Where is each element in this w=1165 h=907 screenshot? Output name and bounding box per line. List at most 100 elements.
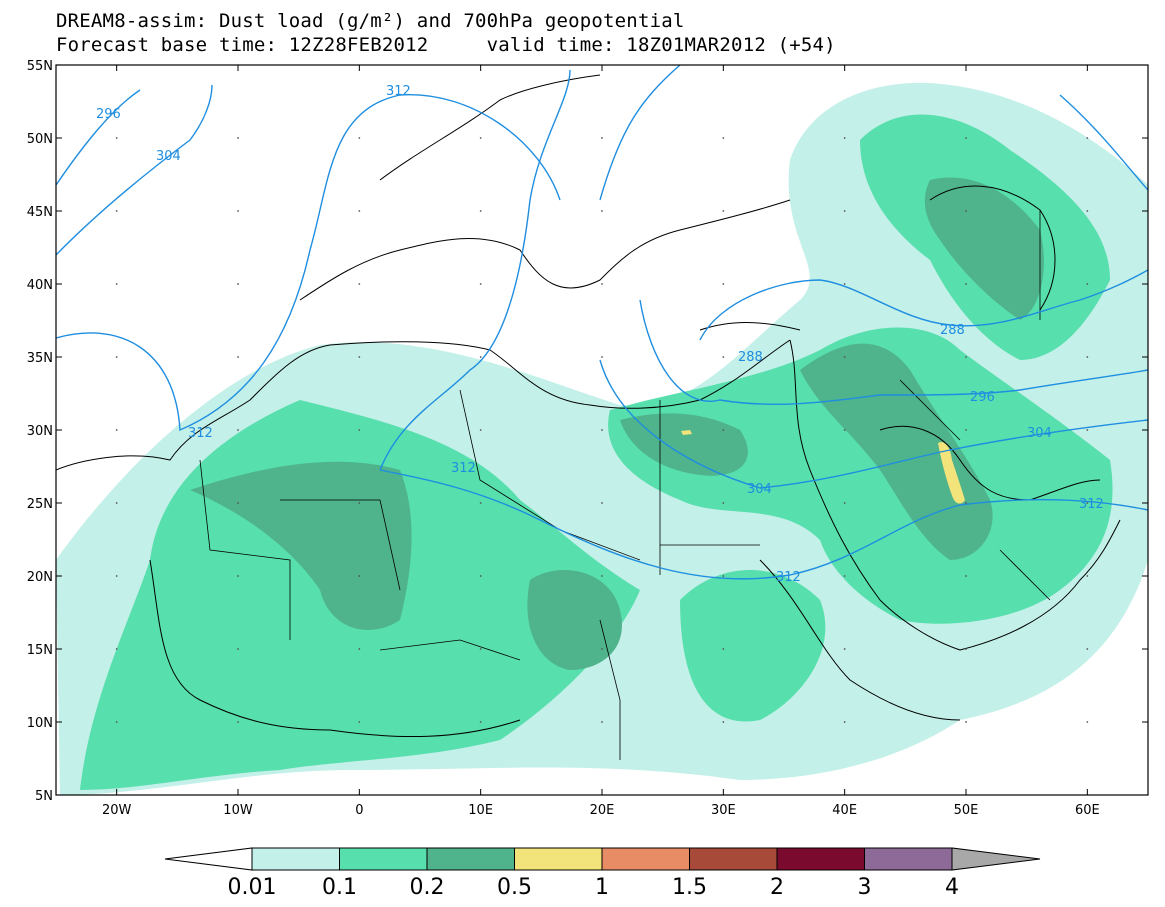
lon-label: 20E bbox=[590, 803, 615, 818]
grid-dot bbox=[115, 356, 118, 358]
colorbar-over-arrow bbox=[951, 847, 1041, 871]
colorbar-label: 0.2 bbox=[410, 875, 445, 900]
chart-subtitle: Forecast base time: 12Z28FEB2012 valid t… bbox=[56, 34, 836, 56]
grid-dot bbox=[479, 210, 482, 212]
lat-label: 50N bbox=[27, 132, 53, 147]
contour-296-east bbox=[639, 299, 1148, 405]
contour-label: 304 bbox=[156, 149, 181, 164]
grid-dot bbox=[965, 575, 967, 577]
contour-label: 312 bbox=[1079, 497, 1104, 512]
grid-dot bbox=[358, 648, 361, 650]
colorbar: 0.01 0.1 0.2 0.5 1 1.5 2 3 4 bbox=[164, 847, 1041, 900]
grid-dot bbox=[1086, 648, 1089, 650]
grid-dot bbox=[843, 429, 846, 431]
grid-dot bbox=[237, 721, 239, 723]
lat-label: 5N bbox=[35, 789, 53, 804]
geopotential-contours bbox=[56, 65, 1148, 580]
colorbar-swatch bbox=[339, 847, 428, 871]
lat-label: 10N bbox=[27, 716, 53, 731]
colorbar-label: 4 bbox=[945, 875, 959, 900]
dust-region-medium bbox=[80, 114, 1113, 791]
grid-dot bbox=[358, 137, 361, 139]
contour-label: 312 bbox=[188, 426, 213, 441]
grid-dot bbox=[843, 502, 846, 504]
grid-dot bbox=[843, 283, 846, 285]
grid-dot bbox=[479, 283, 482, 285]
contour-304-west bbox=[56, 84, 213, 256]
lat-label: 55N bbox=[27, 59, 53, 74]
contour-312-south bbox=[379, 469, 1148, 580]
grid-dot bbox=[722, 429, 725, 431]
grid-dot bbox=[479, 502, 482, 504]
grid-dot bbox=[237, 356, 239, 358]
contour-296-west bbox=[56, 89, 141, 186]
grid-dot bbox=[115, 721, 118, 723]
dust-fields bbox=[56, 74, 1148, 795]
coastlines bbox=[56, 74, 1121, 738]
grid-dot bbox=[843, 721, 846, 723]
grid-dot bbox=[601, 721, 603, 723]
grid-dot bbox=[965, 356, 967, 358]
grid-dot bbox=[358, 356, 361, 358]
colorbar-label: 3 bbox=[858, 875, 872, 900]
grid-dot bbox=[722, 356, 725, 358]
grid-dot bbox=[1086, 721, 1089, 723]
grid-dot bbox=[601, 210, 603, 212]
chart-title: DREAM8-assim: Dust load (g/m²) and 700hP… bbox=[56, 10, 685, 32]
lat-label: 45N bbox=[27, 205, 53, 220]
grid-dot bbox=[843, 648, 846, 650]
grid-dot bbox=[115, 429, 118, 431]
colorbar-swatch bbox=[776, 847, 865, 871]
grid-dot bbox=[1086, 575, 1089, 577]
dust-region-dark bbox=[190, 177, 1044, 670]
grid-dot bbox=[601, 283, 603, 285]
grid-dot bbox=[237, 575, 239, 577]
grid-dot bbox=[722, 502, 725, 504]
grid-dot bbox=[115, 502, 118, 504]
grid-dot bbox=[358, 502, 361, 504]
grid-dot bbox=[237, 283, 239, 285]
colorbar-swatch bbox=[689, 847, 778, 871]
grid-dot bbox=[965, 721, 967, 723]
contour-312-west bbox=[56, 94, 561, 432]
contour-288-east bbox=[699, 269, 1148, 341]
grid-dot bbox=[358, 283, 361, 285]
colorbar-label: 2 bbox=[770, 875, 784, 900]
contour-label: 312 bbox=[776, 570, 801, 585]
contour-312-central bbox=[379, 69, 571, 471]
grid-dot bbox=[1086, 210, 1089, 212]
contour-label: 312 bbox=[386, 84, 411, 99]
lon-label: 50E bbox=[954, 803, 979, 818]
lat-label: 20N bbox=[27, 570, 53, 585]
grid-dot bbox=[479, 356, 482, 358]
grid-dot bbox=[358, 721, 361, 723]
colorbar-under-arrow bbox=[164, 847, 253, 871]
contour-label: 296 bbox=[96, 107, 121, 122]
grid-dot bbox=[601, 575, 603, 577]
contour-label: 288 bbox=[738, 350, 763, 365]
grid-dot bbox=[1086, 356, 1089, 358]
grid-dot bbox=[115, 210, 118, 212]
grid-dot bbox=[358, 575, 361, 577]
lat-label: 15N bbox=[27, 643, 53, 658]
grid-dot bbox=[479, 721, 482, 723]
longitude-axis: 20W 10W 0 10E 20E 30E 40E 50E 60E bbox=[102, 65, 1100, 818]
lon-label: 20W bbox=[102, 803, 132, 818]
colorbar-swatch bbox=[514, 847, 603, 871]
grid-dot bbox=[479, 648, 482, 650]
colorbar-swatch bbox=[864, 847, 953, 871]
latitude-axis: 55N 50N 45N 40N 35N 30N 25N 20N 15N 10N 5N bbox=[27, 59, 1148, 804]
grid-dot bbox=[843, 356, 846, 358]
grid-dot bbox=[358, 429, 361, 431]
lon-label: 0 bbox=[355, 803, 363, 818]
grid-dot bbox=[722, 137, 725, 139]
grid-dot bbox=[965, 502, 967, 504]
grid-dot bbox=[1086, 429, 1089, 431]
grid-dot bbox=[237, 429, 239, 431]
colorbar-label: 1 bbox=[595, 875, 609, 900]
lat-label: 25N bbox=[27, 497, 53, 512]
contour-label: 296 bbox=[970, 390, 995, 405]
grid-dot bbox=[843, 210, 846, 212]
grid-dot bbox=[237, 502, 239, 504]
